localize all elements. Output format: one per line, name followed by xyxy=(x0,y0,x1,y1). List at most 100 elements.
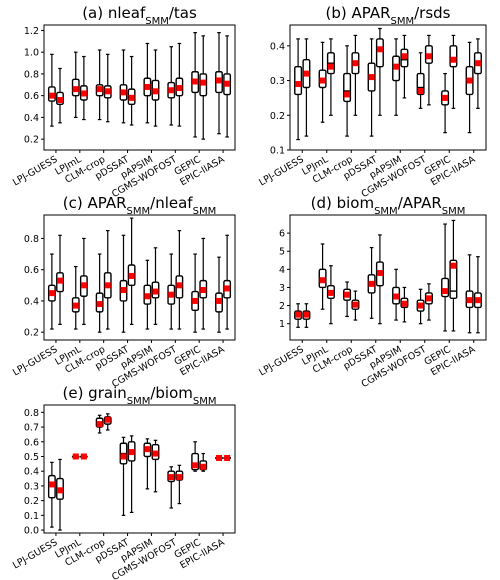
box xyxy=(119,49,128,124)
model-group-gepic xyxy=(191,237,208,333)
model-group-lpj-guess xyxy=(294,303,311,328)
box xyxy=(127,217,136,325)
box xyxy=(47,253,56,330)
box xyxy=(95,414,104,434)
box xyxy=(95,253,104,333)
mean-marker xyxy=(393,63,400,70)
y-tick-label: 0.6 xyxy=(24,265,39,276)
mean-marker xyxy=(352,301,359,308)
box xyxy=(79,55,88,121)
title-subscript: SMM xyxy=(127,206,151,217)
panel-b: (b) APARSMM/rsds0.10.20.30.4LPJ-GUESSLPJ… xyxy=(257,4,487,200)
model-group-lpj-guess xyxy=(47,53,64,127)
mean-marker xyxy=(224,454,231,461)
mean-marker xyxy=(128,272,135,279)
model-group-cgms-wofost xyxy=(167,230,184,330)
mean-marker xyxy=(176,282,183,289)
axes-frame xyxy=(289,214,487,341)
y-tick-label: 1.0 xyxy=(24,48,39,59)
mean-marker xyxy=(96,421,103,428)
box xyxy=(71,265,80,330)
mean-marker xyxy=(319,277,326,284)
mean-marker xyxy=(168,87,175,94)
model-group-clm-crop xyxy=(95,49,112,123)
mean-marker xyxy=(128,449,135,456)
model-group-clm-crop xyxy=(343,34,360,137)
panel-d: (d) biomSMM/APARSMM123456LPJ-GUESSLPJmLC… xyxy=(257,194,487,390)
y-tick-label: 0.4 xyxy=(24,296,39,307)
y-tick-label: 5 xyxy=(279,247,285,258)
mean-marker xyxy=(96,86,103,93)
model-group-papsim xyxy=(143,438,160,493)
box xyxy=(119,436,128,516)
y-tick-label: 0.6 xyxy=(24,437,39,448)
mean-marker xyxy=(450,262,457,269)
box xyxy=(326,265,335,325)
mean-marker xyxy=(120,453,127,460)
panel-e: (e) grainSMM/biomSMM0.00.10.20.30.40.50.… xyxy=(11,384,236,580)
box-iqr xyxy=(375,38,384,68)
mean-marker xyxy=(216,297,223,304)
mean-marker xyxy=(200,463,207,470)
box xyxy=(449,219,458,332)
mean-marker xyxy=(450,56,457,63)
box-iqr xyxy=(449,259,458,300)
model-group-pdssat xyxy=(367,27,384,137)
y-tick-label: 0.7 xyxy=(24,423,39,434)
box xyxy=(143,42,152,124)
title-segment: (c) APAR xyxy=(63,194,127,212)
box xyxy=(400,286,409,323)
mean-marker xyxy=(72,302,79,309)
model-group-pdssat xyxy=(367,234,384,325)
model-group-papsim xyxy=(143,42,160,127)
box xyxy=(375,27,384,116)
y-tick-label: 0.8 xyxy=(24,234,39,245)
mean-marker xyxy=(442,94,449,101)
y-tick-label: 0.4 xyxy=(24,467,39,478)
box xyxy=(175,464,184,505)
mean-marker xyxy=(295,311,302,318)
title-segment: (d) biom xyxy=(311,194,374,212)
model-group-gepic xyxy=(191,441,208,472)
mean-marker xyxy=(192,78,199,85)
mean-marker xyxy=(466,297,473,304)
mean-marker xyxy=(224,80,231,87)
panel-title: (c) APARSMM/nleafSMM xyxy=(63,194,216,217)
model-group-epic-iiasa xyxy=(215,234,232,333)
mean-marker xyxy=(417,87,424,94)
box xyxy=(318,243,327,310)
box xyxy=(465,41,474,134)
mean-marker xyxy=(192,297,199,304)
mean-marker xyxy=(176,474,183,481)
box xyxy=(375,234,384,325)
box xyxy=(56,234,64,325)
title-segment: /nleaf xyxy=(150,194,193,212)
box xyxy=(318,41,327,123)
box xyxy=(302,38,311,137)
box xyxy=(71,453,80,460)
mean-marker xyxy=(120,89,127,96)
mean-marker xyxy=(168,474,175,481)
box xyxy=(343,45,352,137)
mean-marker xyxy=(152,88,159,95)
box xyxy=(167,466,176,509)
mean-marker xyxy=(152,450,159,457)
box xyxy=(143,259,152,330)
title-segment: (a) nleaf xyxy=(82,4,146,22)
panel-c: (c) APARSMM/nleafSMM0.20.40.60.8LPJ-GUES… xyxy=(11,194,236,390)
box xyxy=(79,237,88,325)
box xyxy=(175,42,184,127)
y-tick-label: 0.8 xyxy=(24,408,39,419)
box xyxy=(47,53,56,127)
box xyxy=(441,223,450,332)
mean-marker xyxy=(319,77,326,84)
title-subscript: SMM xyxy=(193,396,217,407)
box xyxy=(127,435,136,514)
mean-marker xyxy=(168,291,175,298)
box xyxy=(294,303,303,328)
model-group-cgms-wofost xyxy=(416,283,433,325)
panel-title: (a) nleafSMM/tas xyxy=(82,4,197,27)
box xyxy=(56,67,64,124)
mean-marker xyxy=(401,53,408,60)
mean-marker xyxy=(176,85,183,92)
